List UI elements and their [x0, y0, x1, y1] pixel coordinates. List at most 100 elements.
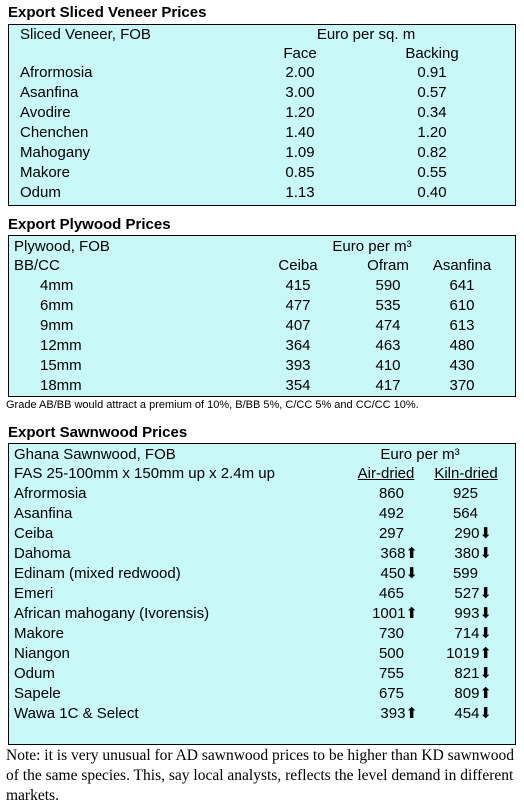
- cell: 407: [285, 317, 311, 334]
- cell: 415: [285, 277, 311, 294]
- cell: 641: [449, 277, 475, 294]
- cell: 354: [285, 377, 311, 394]
- cell: 527⬇: [454, 585, 492, 602]
- cell: 0.55: [417, 164, 447, 181]
- row-label: Chenchen: [20, 124, 89, 141]
- row-label: Makore: [20, 164, 71, 181]
- row-label: Afrormosia: [20, 64, 93, 81]
- cell: 430: [449, 357, 475, 374]
- row-label: Asanfina: [20, 84, 79, 101]
- unit-label: Euro per sq. m: [316, 26, 416, 43]
- cell: 535: [375, 297, 401, 314]
- row-label: Dahoma: [14, 545, 71, 562]
- section-title: Export Sawnwood Prices: [8, 424, 188, 441]
- table-header: Ghana Sawnwood, FOB: [14, 446, 176, 463]
- cell: 613: [449, 317, 475, 334]
- cell: 993⬇: [454, 605, 492, 622]
- table-header: Plywood, FOB: [14, 238, 110, 255]
- cell: 1.09: [285, 144, 315, 161]
- cell: 370: [449, 377, 475, 394]
- spec-label: FAS 25-100mm x 150mm up x 2.4m up: [14, 465, 275, 482]
- cell: 610: [449, 297, 475, 314]
- row-label: Emeri: [14, 585, 54, 602]
- cell: 454⬇: [454, 705, 492, 722]
- row-label: 9mm: [40, 317, 74, 334]
- cell: 0.57: [417, 84, 447, 101]
- cell: 925: [452, 485, 478, 502]
- row-label: 4mm: [40, 277, 74, 294]
- cell: 500: [378, 645, 404, 662]
- row-label: Odum: [20, 184, 61, 201]
- row-label: 15mm: [40, 357, 82, 374]
- row-label: Niangon: [14, 645, 70, 662]
- row-label: Mahogany: [20, 144, 91, 161]
- cell: 1001⬆: [372, 605, 418, 622]
- section-title: Export Sliced Veneer Prices: [8, 4, 207, 21]
- row-label: Sapele: [14, 685, 61, 702]
- table-header: Sliced Veneer, FOB: [20, 26, 151, 43]
- column-header: Ceiba: [278, 257, 318, 274]
- column-header: Kiln-dried: [434, 465, 498, 482]
- grade-label: BB/CC: [14, 257, 60, 274]
- row-label: 6mm: [40, 297, 74, 314]
- cell: 290⬇: [454, 525, 492, 542]
- cell: 564: [452, 505, 478, 522]
- row-label: Asanfina: [14, 505, 73, 522]
- veneer-box: [8, 24, 516, 206]
- unit-label: Euro per m³: [332, 238, 412, 255]
- cell: 821⬇: [454, 665, 492, 682]
- cell: 477: [285, 297, 311, 314]
- cell: 675: [378, 685, 404, 702]
- row-label: 18mm: [40, 377, 82, 394]
- row-label: Makore: [14, 625, 65, 642]
- row-label: Ceiba: [14, 525, 54, 542]
- cell: 1019⬆: [446, 645, 492, 662]
- section-title: Export Plywood Prices: [8, 216, 171, 233]
- cell: 480: [449, 337, 475, 354]
- cell: 492: [378, 505, 404, 522]
- cell: 393: [285, 357, 311, 374]
- note: Grade AB/BB would attract a premium of 1…: [6, 399, 419, 411]
- cell: 417: [375, 377, 401, 394]
- row-label: Wawa 1C & Select: [14, 705, 139, 722]
- cell: 860: [378, 485, 404, 502]
- cell: 1.40: [285, 124, 315, 141]
- column-header: Backing: [405, 45, 459, 62]
- row-label: African mahogany (Ivorensis): [14, 605, 210, 622]
- cell: 809⬆: [454, 685, 492, 702]
- sawnwood-box: [8, 443, 516, 745]
- cell: 465: [378, 585, 404, 602]
- column-header: Ofram: [367, 257, 409, 274]
- row-label: Edinam (mixed redwood): [14, 565, 181, 582]
- column-header: Face: [283, 45, 317, 62]
- cell: 3.00: [285, 84, 315, 101]
- cell: 380⬇: [454, 545, 492, 562]
- cell: 599: [452, 565, 478, 582]
- cell: 590: [375, 277, 401, 294]
- row-label: Odum: [14, 665, 55, 682]
- cell: 463: [375, 337, 401, 354]
- row-label: 12mm: [40, 337, 82, 354]
- cell: 2.00: [285, 64, 315, 81]
- cell: 393⬆: [380, 705, 418, 722]
- cell: 450⬇: [380, 565, 418, 582]
- cell: 0.34: [417, 104, 447, 121]
- cell: 755: [378, 665, 404, 682]
- column-header: Air-dried: [357, 465, 415, 482]
- cell: 1.20: [285, 104, 315, 121]
- cell: 474: [375, 317, 401, 334]
- cell: 297: [378, 525, 404, 542]
- note: Note: it is very unusual for AD sawnwood…: [6, 747, 514, 804]
- cell: 368⬆: [380, 545, 418, 562]
- cell: 0.40: [417, 184, 447, 201]
- cell: 0.91: [417, 64, 447, 81]
- cell: 410: [375, 357, 401, 374]
- cell: 1.20: [417, 124, 447, 141]
- cell: 714⬇: [454, 625, 492, 642]
- cell: 0.82: [417, 144, 447, 161]
- cell: 0.85: [285, 164, 315, 181]
- unit-label: Euro per m³: [380, 446, 460, 463]
- row-label: Avodire: [20, 104, 71, 121]
- plywood-box: [8, 235, 516, 397]
